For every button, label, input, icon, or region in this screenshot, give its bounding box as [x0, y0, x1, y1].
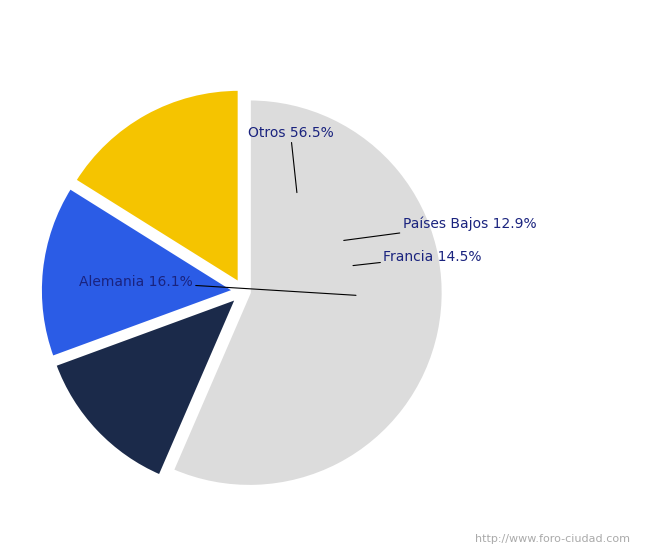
Text: Países Bajos 12.9%: Países Bajos 12.9%: [344, 217, 536, 240]
Text: Alemania 16.1%: Alemania 16.1%: [79, 275, 356, 295]
Wedge shape: [75, 90, 239, 283]
Text: Francia 14.5%: Francia 14.5%: [353, 250, 482, 266]
Wedge shape: [172, 99, 443, 486]
Wedge shape: [55, 298, 237, 476]
Text: Villafranca del Bierzo - Turistas extranjeros según país - Octubre de 2024: Villafranca del Bierzo - Turistas extran…: [57, 18, 593, 34]
Text: Otros 56.5%: Otros 56.5%: [248, 126, 333, 192]
Wedge shape: [40, 188, 234, 357]
Text: http://www.foro-ciudad.com: http://www.foro-ciudad.com: [476, 535, 630, 544]
